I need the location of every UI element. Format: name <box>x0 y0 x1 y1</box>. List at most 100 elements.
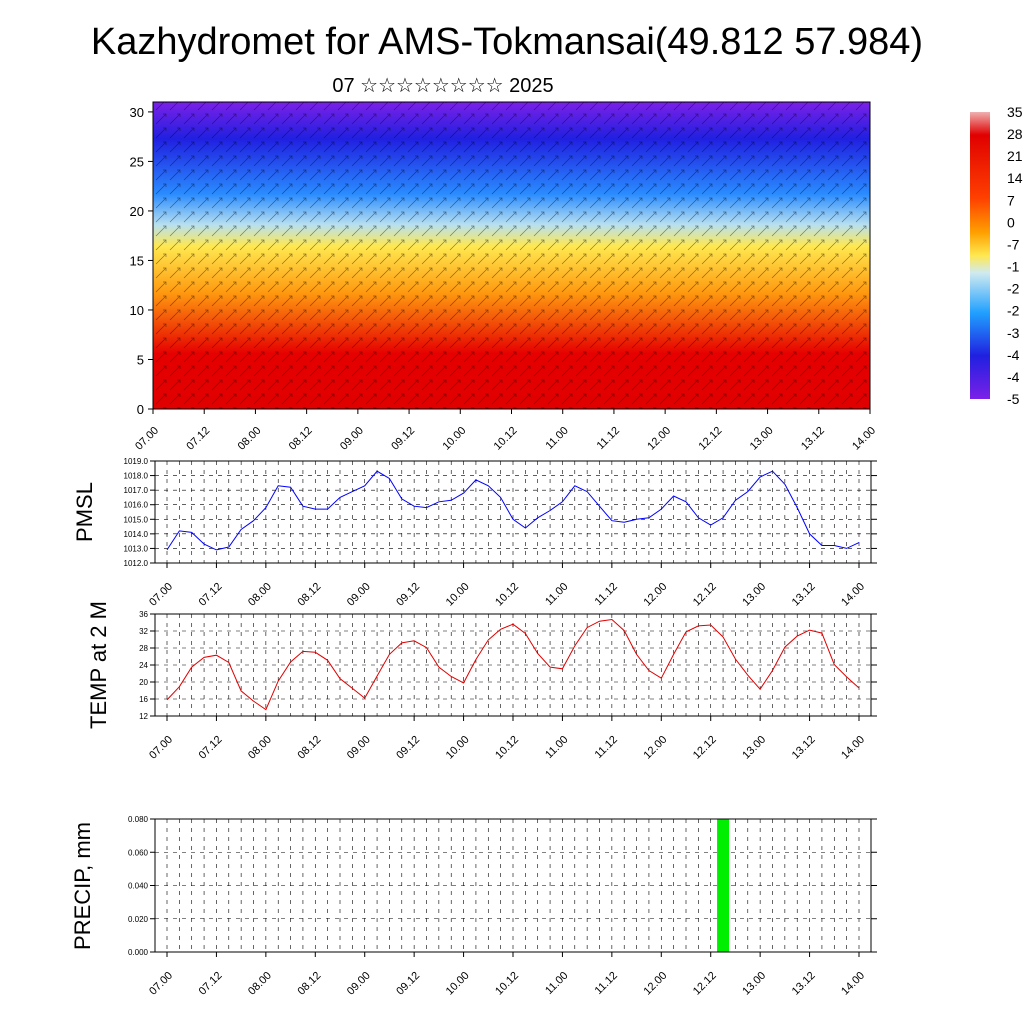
x-tick-label: 14.00 <box>839 734 867 762</box>
precip-axis-label: PRECIP, mm <box>70 822 95 950</box>
x-tick-label: 11.12 <box>593 970 620 997</box>
x-tick-label: 09.12 <box>394 581 422 609</box>
y-tick-label: 0.040 <box>128 882 149 891</box>
colorbar-scale <box>970 112 990 399</box>
y-tick-label: 32 <box>139 627 148 636</box>
y-tick-label: 16 <box>139 695 148 704</box>
x-tick-label: 12.00 <box>641 581 669 609</box>
x-tick-label: 09.12 <box>394 734 422 762</box>
x-tick-label: 09.00 <box>345 970 373 998</box>
x-tick-label: 10.12 <box>493 734 521 762</box>
x-tick-label: 14.00 <box>850 425 878 453</box>
x-tick-label: 07.00 <box>133 425 161 453</box>
x-tick-label: 08.00 <box>246 734 274 762</box>
y-tick-label: 30 <box>130 105 144 120</box>
y-tick-label: 20 <box>139 678 148 687</box>
x-tick-label: 08.12 <box>295 970 323 998</box>
x-tick-label: 12.12 <box>691 970 719 998</box>
x-tick-label: 11.00 <box>543 425 570 452</box>
temperature-y-axis: 12 16 20 24 28 32 36 <box>139 610 877 721</box>
colorbar-label: -5 <box>1007 391 1020 407</box>
colorbar-label: -7 <box>1007 236 1020 252</box>
x-tick-label: 07.00 <box>147 581 175 609</box>
colorbar-label: -1 <box>1007 259 1020 275</box>
pmsl-x-axis: 07.00 07.12 08.00 08.12 09.00 09.12 10.00 10.12… <box>147 563 867 609</box>
y-tick-label: 36 <box>139 610 148 619</box>
x-tick-label: 09.00 <box>345 734 373 762</box>
y-tick-label: 1019.0 <box>124 457 149 466</box>
colorbar-label: 14 <box>1007 170 1023 186</box>
precip-bars <box>717 819 730 952</box>
x-tick-label: 13.12 <box>790 970 818 998</box>
y-tick-label: 1013.0 <box>124 544 149 553</box>
precip-bar <box>717 819 730 952</box>
y-tick-label: 1016.0 <box>124 501 149 510</box>
x-tick-label: 11.12 <box>595 425 622 452</box>
y-tick-label: 24 <box>139 661 148 670</box>
x-tick-label: 12.12 <box>691 581 719 609</box>
precip-y-axis: 0.000 0.020 0.040 0.060 0.080 <box>128 815 877 957</box>
x-tick-label: 10.00 <box>444 970 472 998</box>
x-tick-label: 07.12 <box>197 581 225 609</box>
x-tick-label: 13.00 <box>748 425 776 453</box>
y-tick-label: 0.060 <box>128 848 149 857</box>
x-tick-label: 08.12 <box>295 734 323 762</box>
x-tick-label: 07.00 <box>147 734 175 762</box>
y-tick-label: 0.080 <box>128 815 149 824</box>
y-tick-label: 0.000 <box>128 948 149 957</box>
temperature-axis-label: TEMP at 2 M <box>86 601 111 729</box>
colorbar-label: -2 <box>1007 281 1020 297</box>
cross-section-panel: 0 5 10 15 20 25 30 07.00 07.12 08.00 08.12 09.00 09… <box>130 101 878 453</box>
colorbar-label: -4 <box>1007 347 1020 363</box>
x-tick-label: 10.12 <box>492 425 520 453</box>
colorbar-label: 7 <box>1007 192 1015 208</box>
y-tick-label: 5 <box>137 352 144 367</box>
x-tick-label: 10.12 <box>493 970 521 998</box>
x-tick-label: 08.00 <box>246 581 274 609</box>
x-tick-label: 10.12 <box>493 581 521 609</box>
figure-title: Kazhydromet for AMS-Tokmansai(49.812 57.… <box>91 21 923 63</box>
x-tick-label: 11.00 <box>543 970 570 997</box>
temperature-frame <box>154 613 872 717</box>
y-tick-label: 0 <box>137 402 144 417</box>
x-tick-label: 14.00 <box>839 581 867 609</box>
x-tick-label: 10.00 <box>444 581 472 609</box>
colorbar-label: 21 <box>1007 148 1023 164</box>
pmsl-y-axis: 1012.0 1013.0 1014.0 1015.0 1016.0 1017.0 1018… <box>124 457 877 568</box>
x-tick-label: 12.00 <box>645 425 673 453</box>
temperature-series-line <box>166 618 860 711</box>
x-tick-label: 07.12 <box>197 734 225 762</box>
pmsl-axis-label: PMSL <box>72 482 97 542</box>
colorbar-labels: 35 28 21 14 7 0 -7 -1 -2 -2 -3 -4 -4 -5 <box>1007 104 1023 407</box>
x-tick-label: 13.00 <box>740 970 768 998</box>
x-tick-label: 08.12 <box>295 581 323 609</box>
x-tick-label: 12.12 <box>691 734 719 762</box>
x-tick-label: 09.00 <box>345 581 373 609</box>
precip-panel: 0.000 0.020 0.040 0.060 0.080 07.00 07.12 08.0… <box>70 815 877 998</box>
colorbar: 35 28 21 14 7 0 -7 -1 -2 -2 -3 -4 -4 -5 <box>970 104 1023 407</box>
x-tick-label: 10.00 <box>440 425 468 453</box>
figure-subtitle: 07 ☆☆☆☆☆☆☆☆ 2025 <box>332 75 553 97</box>
x-tick-label: 09.00 <box>338 425 366 453</box>
y-tick-label: 1014.0 <box>124 530 149 539</box>
colorbar-label: -3 <box>1007 325 1020 341</box>
y-tick-label: 15 <box>130 253 144 268</box>
y-tick-label: 20 <box>130 204 144 219</box>
y-tick-label: 1015.0 <box>124 515 149 524</box>
wind-vector-field <box>153 102 870 409</box>
colorbar-label: 0 <box>1007 214 1015 230</box>
temperature-panel: 12 16 20 24 28 32 36 07.00 07.12 08.00 08.12 09.00… <box>86 601 877 762</box>
x-tick-label: 08.12 <box>287 425 315 453</box>
y-tick-label: 28 <box>139 644 148 653</box>
x-tick-label: 13.12 <box>790 734 818 762</box>
colorbar-label: -4 <box>1007 369 1020 385</box>
x-tick-label: 07.00 <box>147 970 175 998</box>
x-tick-label: 09.12 <box>394 970 422 998</box>
colorbar-label: -2 <box>1007 303 1020 319</box>
x-tick-label: 11.12 <box>593 581 620 608</box>
x-tick-label: 12.00 <box>641 970 669 998</box>
x-tick-label: 07.12 <box>197 970 225 998</box>
y-tick-label: 10 <box>130 303 144 318</box>
x-tick-label: 10.00 <box>444 734 472 762</box>
